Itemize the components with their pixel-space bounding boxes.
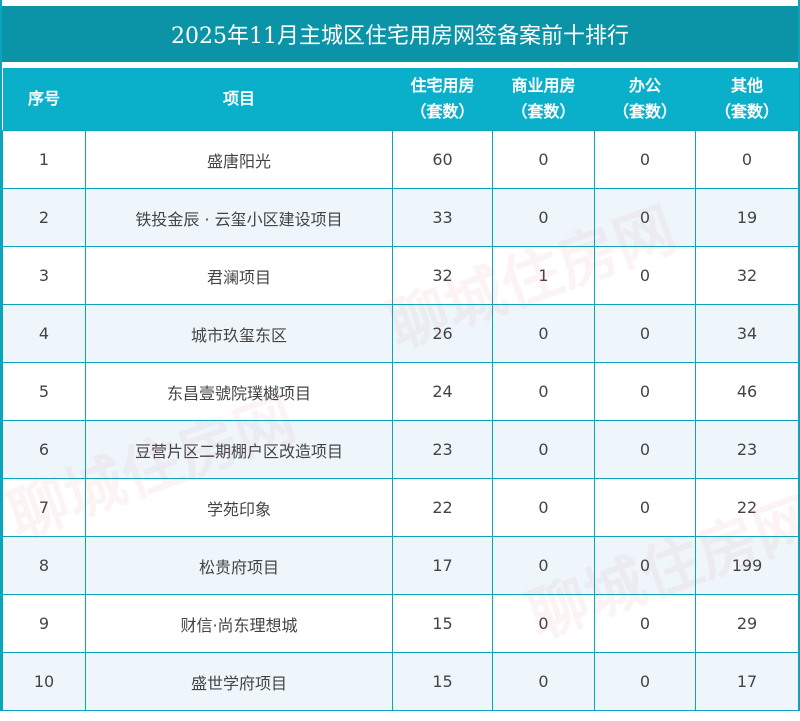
header-label: 住宅用房 <box>410 76 475 95</box>
cell-office: 0 <box>594 304 696 363</box>
header-unit: （套数） <box>714 102 779 121</box>
cell-project: 盛世学府项目 <box>85 652 393 711</box>
cell-residential: 24 <box>392 362 493 421</box>
header-residential: 住宅用房 （套数） <box>392 68 493 131</box>
cell-project: 松贵府项目 <box>85 536 393 595</box>
header-label: 序号 <box>27 89 60 108</box>
cell-index: 10 <box>2 652 86 711</box>
cell-other: 23 <box>695 420 799 479</box>
header-label: 项目 <box>222 89 255 108</box>
cell-index: 6 <box>2 420 86 479</box>
cell-office: 0 <box>594 246 696 305</box>
cell-index: 7 <box>2 478 86 537</box>
cell-other: 34 <box>695 304 799 363</box>
table-row: 7 学苑印象 22 0 0 22 <box>2 478 799 537</box>
cell-project: 东昌壹號院璞樾项目 <box>85 362 393 421</box>
cell-commercial: 0 <box>492 478 595 537</box>
cell-other: 199 <box>695 536 799 595</box>
cell-commercial: 0 <box>492 304 595 363</box>
header-commercial: 商业用房 （套数） <box>492 68 595 131</box>
cell-residential: 15 <box>392 652 493 711</box>
header-unit: （套数） <box>612 102 677 121</box>
cell-commercial: 0 <box>492 420 595 479</box>
cell-project: 学苑印象 <box>85 478 393 537</box>
cell-commercial: 0 <box>492 130 595 189</box>
table-title: 2025年11月主城区住宅用房网签备案前十排行 <box>2 6 798 62</box>
header-project: 项目 <box>85 68 393 131</box>
cell-other: 32 <box>695 246 799 305</box>
cell-index: 9 <box>2 594 86 653</box>
cell-other: 22 <box>695 478 799 537</box>
cell-other: 0 <box>695 130 799 189</box>
cell-residential: 60 <box>392 130 493 189</box>
table-row: 5 东昌壹號院璞樾项目 24 0 0 46 <box>2 362 799 421</box>
cell-office: 0 <box>594 536 696 595</box>
header-unit: （套数） <box>410 102 475 121</box>
cell-residential: 17 <box>392 536 493 595</box>
cell-commercial: 0 <box>492 594 595 653</box>
cell-commercial: 1 <box>492 246 595 305</box>
cell-office: 0 <box>594 420 696 479</box>
table-row: 6 豆营片区二期棚户区改造项目 23 0 0 23 <box>2 420 799 479</box>
cell-project: 财信·尚东理想城 <box>85 594 393 653</box>
header-index: 序号 <box>2 68 86 131</box>
header-other: 其他 （套数） <box>695 68 799 131</box>
cell-project: 君澜项目 <box>85 246 393 305</box>
table-row: 2 铁投金辰 · 云玺小区建设项目 33 0 0 19 <box>2 188 799 247</box>
table-row: 1 盛唐阳光 60 0 0 0 <box>2 130 799 189</box>
cell-index: 4 <box>2 304 86 363</box>
cell-commercial: 0 <box>492 362 595 421</box>
cell-residential: 26 <box>392 304 493 363</box>
table-header-row: 序号 项目 住宅用房 （套数） 商业用房 （套数） 办公 （套数） 其他 （套数） <box>2 68 799 131</box>
cell-residential: 32 <box>392 246 493 305</box>
cell-index: 2 <box>2 188 86 247</box>
cell-other: 19 <box>695 188 799 247</box>
cell-index: 5 <box>2 362 86 421</box>
cell-commercial: 0 <box>492 536 595 595</box>
table-row: 8 松贵府项目 17 0 0 199 <box>2 536 799 595</box>
cell-index: 1 <box>2 130 86 189</box>
table-row: 3 君澜项目 32 1 0 32 <box>2 246 799 305</box>
cell-project: 城市玖玺东区 <box>85 304 393 363</box>
cell-office: 0 <box>594 362 696 421</box>
header-unit: （套数） <box>511 102 576 121</box>
cell-index: 8 <box>2 536 86 595</box>
cell-other: 29 <box>695 594 799 653</box>
cell-residential: 23 <box>392 420 493 479</box>
header-office: 办公 （套数） <box>594 68 696 131</box>
table-row: 4 城市玖玺东区 26 0 0 34 <box>2 304 799 363</box>
cell-residential: 22 <box>392 478 493 537</box>
cell-commercial: 0 <box>492 652 595 711</box>
cell-project: 豆营片区二期棚户区改造项目 <box>85 420 393 479</box>
header-label: 其他 <box>730 76 763 95</box>
header-label: 办公 <box>628 76 661 95</box>
cell-index: 3 <box>2 246 86 305</box>
cell-office: 0 <box>594 652 696 711</box>
cell-office: 0 <box>594 478 696 537</box>
cell-commercial: 0 <box>492 188 595 247</box>
cell-office: 0 <box>594 594 696 653</box>
cell-residential: 15 <box>392 594 493 653</box>
cell-office: 0 <box>594 188 696 247</box>
cell-project: 铁投金辰 · 云玺小区建设项目 <box>85 188 393 247</box>
cell-other: 17 <box>695 652 799 711</box>
cell-office: 0 <box>594 130 696 189</box>
table-row: 9 财信·尚东理想城 15 0 0 29 <box>2 594 799 653</box>
table-row: 10 盛世学府项目 15 0 0 17 <box>2 652 799 711</box>
header-label: 商业用房 <box>511 76 576 95</box>
cell-project: 盛唐阳光 <box>85 130 393 189</box>
cell-residential: 33 <box>392 188 493 247</box>
cell-other: 46 <box>695 362 799 421</box>
ranking-table: 序号 项目 住宅用房 （套数） 商业用房 （套数） 办公 （套数） 其他 （套数） 1 盛唐阳光 60… <box>2 68 799 711</box>
